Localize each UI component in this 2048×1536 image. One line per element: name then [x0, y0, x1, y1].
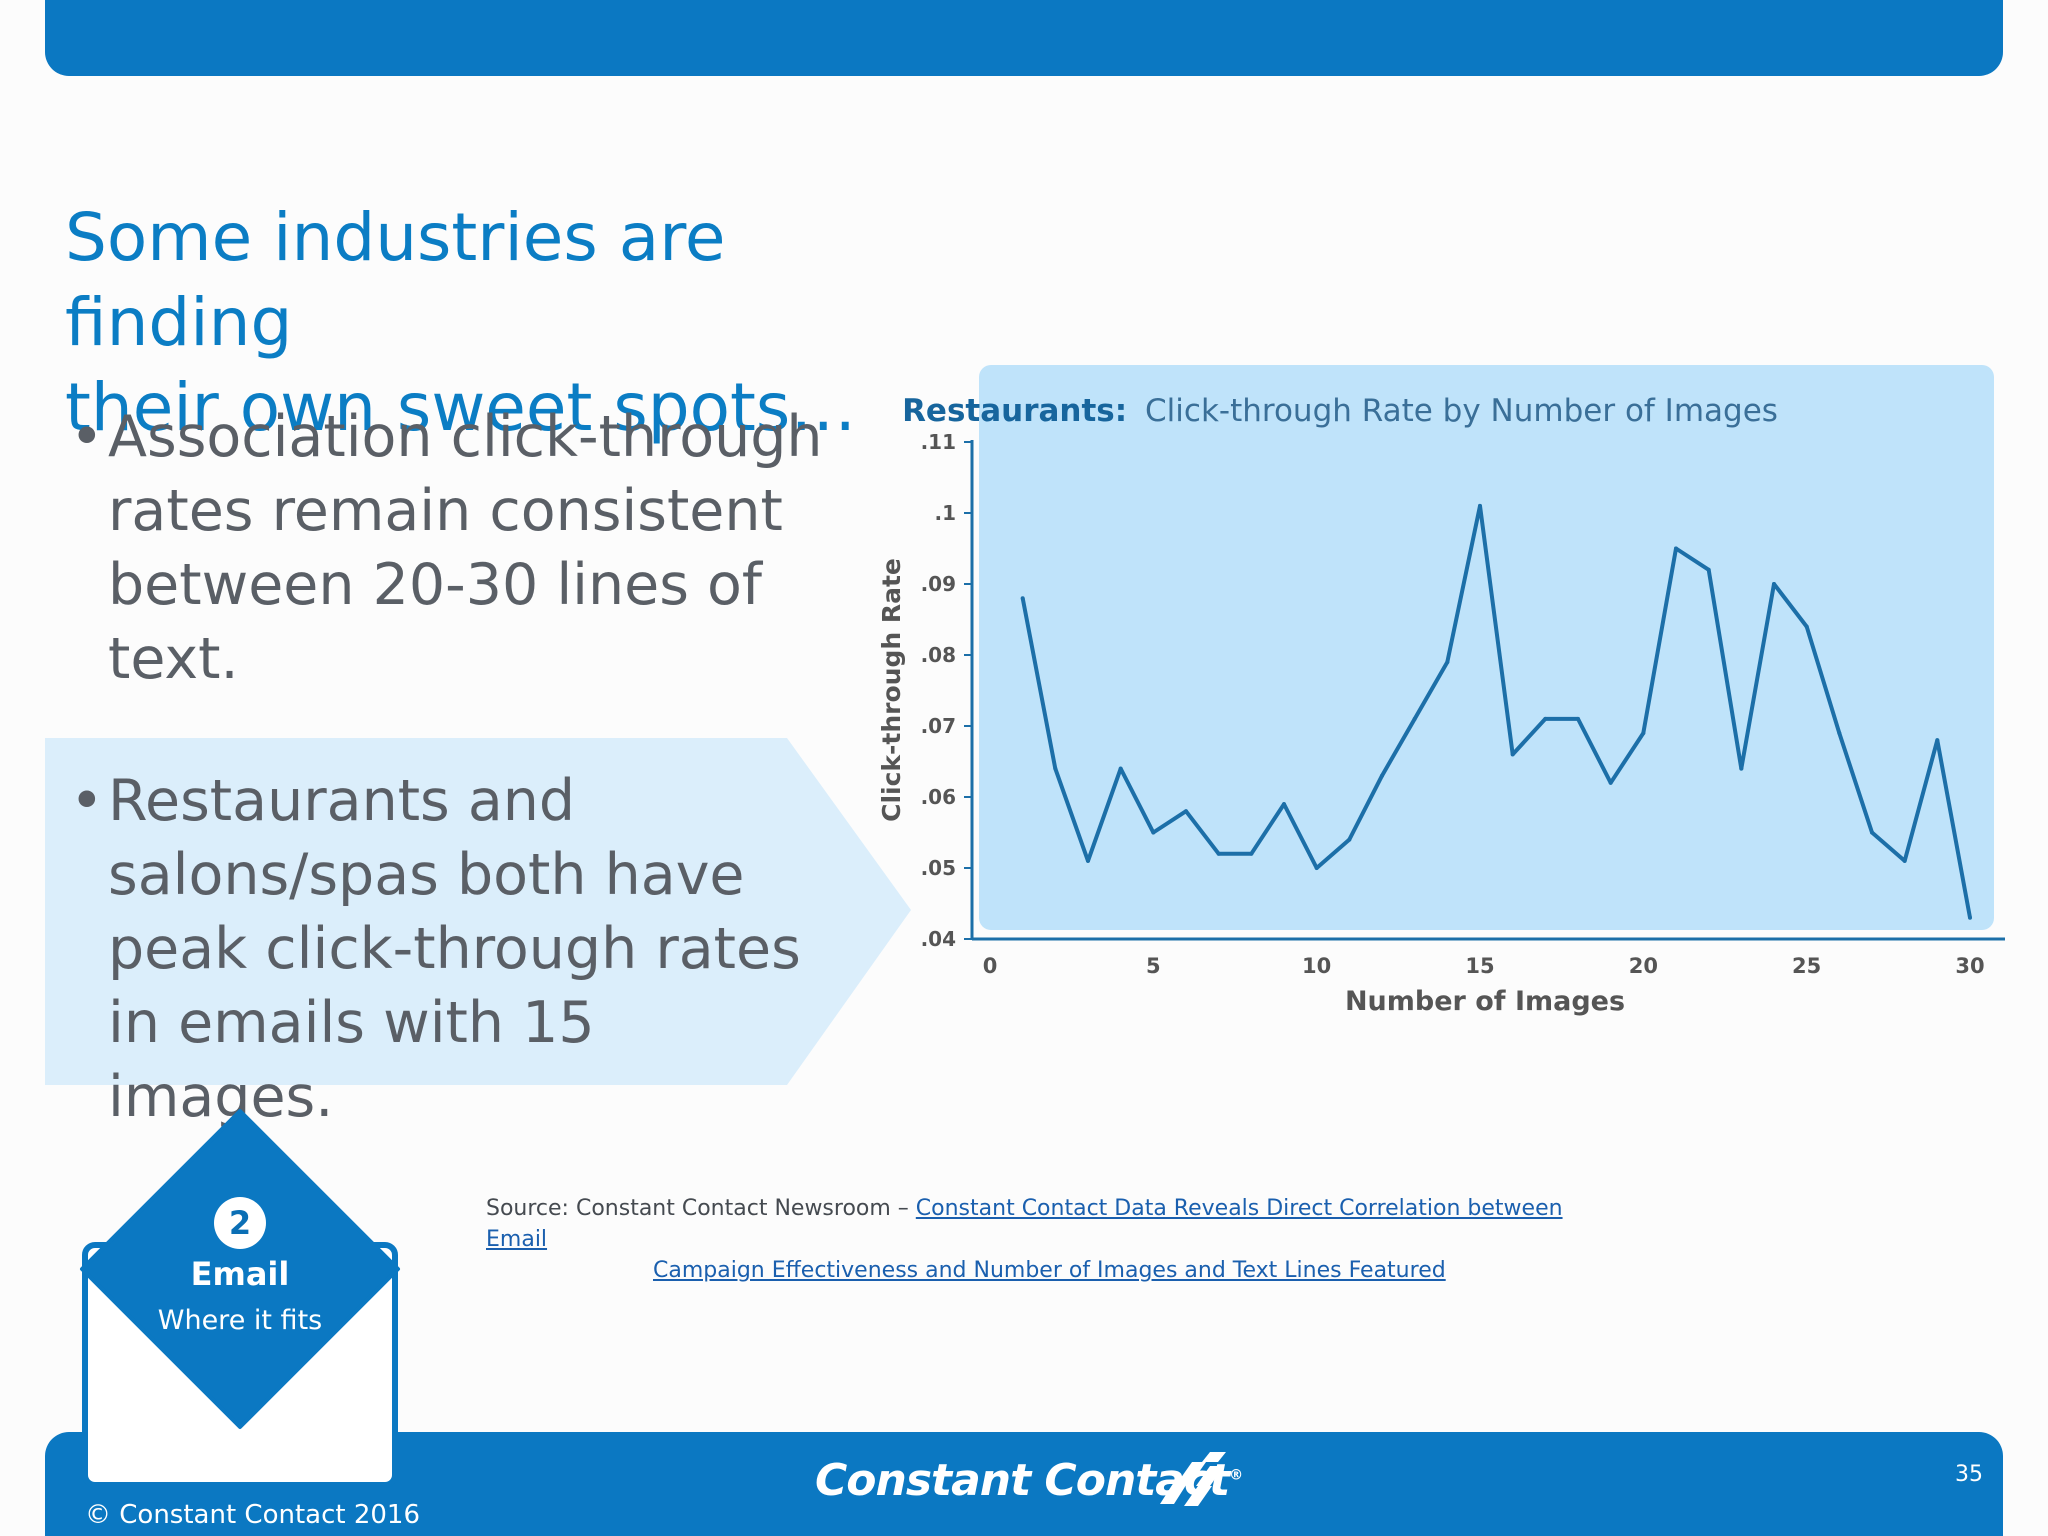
source-prefix: Source: Constant Contact Newsroom –: [486, 1196, 916, 1221]
data-point: [1576, 716, 1580, 721]
series-line: [1020, 503, 1972, 919]
y-tick-label: .05: [921, 856, 956, 880]
data-point: [1902, 858, 1907, 863]
email-envelope-badge: [80, 1109, 400, 1488]
brand-registered-mark: ®: [1229, 1467, 1243, 1484]
brand-flag-icon: [1160, 1452, 1226, 1506]
bullet-text: Restaurants and salons/spas both have pe…: [108, 768, 801, 1130]
slide-title-line1: Some industries are finding: [65, 199, 726, 361]
data-point: [1968, 915, 1972, 920]
data-point: [1086, 858, 1090, 863]
data-point: [1706, 567, 1711, 572]
data-point: [1510, 752, 1515, 757]
chart-title: Restaurants: Click-through Rate by Numbe…: [902, 393, 1778, 429]
data-point: [1216, 851, 1221, 856]
brand-name: Constant Contact: [815, 1455, 1230, 1506]
bullet-dot: •: [70, 768, 104, 834]
data-point: [1020, 596, 1025, 601]
data-point: [1282, 802, 1286, 807]
bullet-dot: •: [70, 404, 104, 470]
chart-title-rest: Click-through Rate by Number of Images: [1145, 393, 1778, 429]
source-link-line1[interactable]: Constant Contact Data Reveals Direct Cor…: [486, 1196, 1563, 1252]
y-tick-label: .09: [921, 572, 956, 596]
bullet-restaurants: • Restaurants and salons/spas both have …: [70, 764, 830, 1134]
envelope-flap-diamond: [80, 1109, 400, 1429]
data-point: [1412, 716, 1417, 721]
data-point: [1674, 546, 1678, 551]
badge-title: Email: [190, 1255, 290, 1293]
data-point: [1641, 731, 1646, 736]
data-point: [1347, 837, 1352, 842]
x-tick-label: 25: [1792, 954, 1821, 978]
data-point: [1543, 716, 1548, 721]
x-ticks: 0 5 10 15 20 25 30: [983, 954, 1985, 978]
data-point: [1184, 809, 1188, 814]
data-point: [1837, 731, 1842, 736]
chart-background: [979, 365, 1994, 930]
bullet-text: Association click-through rates remain c…: [108, 404, 823, 692]
data-point: [1249, 851, 1254, 856]
x-tick-label: 30: [1955, 954, 1984, 978]
bullet-association: • Association click-through rates remain…: [70, 400, 830, 696]
data-point: [1380, 773, 1384, 778]
chart-title-bold: Restaurants:: [902, 393, 1127, 429]
data-point: [1151, 830, 1156, 835]
slide-title-line2: their own sweet spots…: [65, 369, 857, 446]
data-point: [1870, 830, 1874, 835]
y-tick-label: .06: [921, 785, 956, 809]
y-tick-label: .07: [921, 714, 956, 738]
y-tick-label: .1: [934, 501, 956, 525]
x-tick-label: 10: [1302, 954, 1331, 978]
y-tick-label: .04: [921, 927, 956, 951]
copyright-text: © Constant Contact 2016: [85, 1500, 421, 1530]
data-point: [1804, 624, 1809, 629]
restaurants-line-chart: Restaurants: Click-through Rate by Numbe…: [877, 365, 2005, 1017]
data-point: [1118, 766, 1123, 771]
y-tick-label: .08: [921, 643, 956, 667]
x-tick-label: 5: [1146, 954, 1161, 978]
callout-arrow-panel: [45, 738, 911, 1085]
x-tick-label: 15: [1465, 954, 1494, 978]
data-point: [1772, 582, 1776, 586]
x-tick-label: 20: [1629, 954, 1658, 978]
page-number: 35: [1955, 1462, 1983, 1487]
y-axis-label: Click-through Rate: [877, 558, 906, 822]
source-link-line2[interactable]: Campaign Effectiveness and Number of Ima…: [653, 1258, 1446, 1283]
x-tick-label: 0: [983, 954, 998, 978]
data-point: [1314, 866, 1319, 870]
source-citation: Source: Constant Contact Newsroom – Cons…: [486, 1193, 1586, 1286]
brand-logo-text: Constant Contact®: [815, 1455, 1243, 1506]
x-axis-label: Number of Images: [1345, 986, 1625, 1017]
top-banner: [45, 0, 2003, 76]
data-point: [1478, 503, 1482, 508]
data-point: [1608, 780, 1613, 785]
data-point: [1935, 738, 1940, 743]
y-tick-label: .11: [921, 430, 956, 454]
data-points: [1020, 503, 1972, 920]
y-ticks: .04 .05 .06 .07 .08 .09 .1 .11: [921, 430, 972, 951]
data-point: [1739, 766, 1744, 771]
data-point: [1053, 766, 1058, 771]
badge-subtitle: Where it fits: [157, 1305, 323, 1336]
data-point: [1445, 660, 1450, 665]
slide-title: Some industries are finding their own sw…: [65, 195, 965, 450]
section-number-badge: 2: [214, 1197, 266, 1249]
